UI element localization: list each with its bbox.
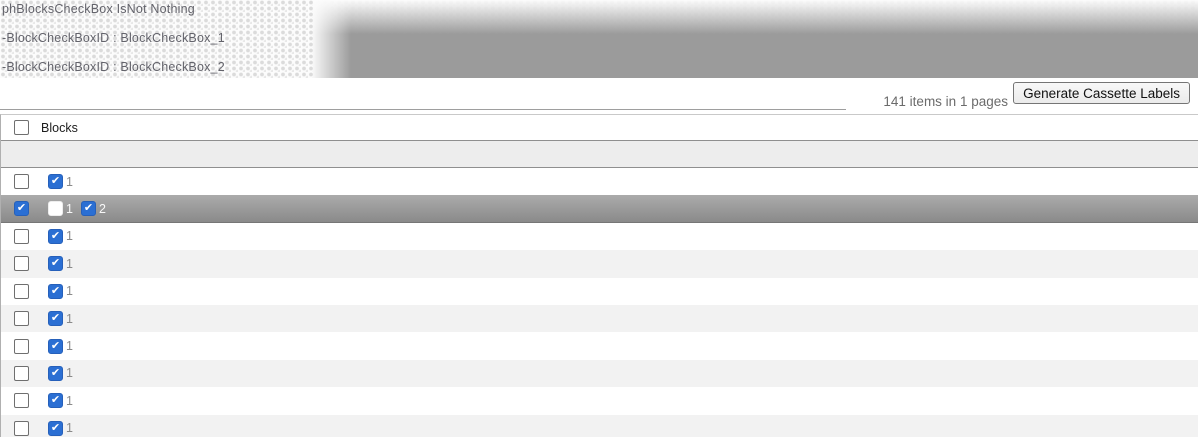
block-item: ✔1: [48, 393, 73, 409]
header-gray-band: [313, 0, 1198, 78]
block-label: 1: [66, 339, 73, 354]
block-checkbox[interactable]: ✔: [48, 201, 63, 217]
grid-row[interactable]: ✔✔1: [1, 250, 1198, 278]
block-label: 1: [66, 284, 73, 299]
block-checkbox[interactable]: ✔: [48, 311, 63, 327]
block-checkbox[interactable]: ✔: [48, 256, 63, 272]
grid-row[interactable]: ✔✔1: [1, 304, 1198, 333]
blocks-column-header: Blocks: [41, 120, 78, 135]
block-checkbox[interactable]: ✔: [48, 174, 63, 190]
block-item: ✔1: [48, 256, 73, 272]
blocks-cell: ✔ 1: [48, 420, 81, 436]
block-item: ✔ 2: [80, 201, 106, 217]
block-label: 1: [66, 174, 73, 189]
block-label: 1: [66, 311, 73, 326]
blocks-cell: ✔ 1: [48, 311, 81, 327]
generate-cassette-labels-button[interactable]: Generate Cassette Labels: [1013, 82, 1190, 104]
blocks-grid: ✔ Blocks ✔✔1✔✔1✔2✔✔1✔✔1✔✔1✔✔1✔✔1✔✔1✔✔1✔✔…: [0, 114, 1198, 437]
block-label: 1: [66, 256, 73, 271]
block-checkbox[interactable]: ✔: [80, 201, 96, 217]
row-select-checkbox[interactable]: ✔: [14, 283, 29, 299]
block-label: 1: [66, 393, 73, 408]
row-select-checkbox[interactable]: ✔: [14, 338, 29, 354]
grid-row[interactable]: ✔✔1✔2: [1, 195, 1198, 223]
block-label: 2: [98, 201, 106, 216]
grid-header-row: ✔ Blocks: [1, 115, 1198, 140]
block-item: ✔1: [48, 311, 73, 327]
row-select-checkbox[interactable]: ✔: [14, 174, 29, 190]
block-checkbox[interactable]: ✔: [48, 393, 63, 409]
block-label: 1: [66, 201, 73, 216]
block-item: ✔1: [48, 365, 73, 381]
block-item: ✔1: [48, 174, 73, 190]
debug-output-panel: phBlocksCheckBox IsNot Nothing -BlockChe…: [0, 0, 1198, 78]
row-select-checkbox[interactable]: ✔: [14, 201, 29, 217]
row-select-checkbox[interactable]: ✔: [14, 420, 29, 436]
blocks-cell: ✔1✔2: [48, 201, 114, 217]
blocks-cell: ✔ 1: [48, 283, 81, 299]
grid-row[interactable]: ✔✔1: [1, 222, 1198, 251]
row-select-checkbox[interactable]: ✔: [14, 311, 29, 327]
grid-rows: ✔✔1✔✔1✔2✔✔1✔✔1✔✔1✔✔1✔✔1✔✔1✔✔1✔✔1: [1, 168, 1198, 437]
block-checkbox[interactable]: ✔: [48, 365, 63, 381]
grid-filter-row[interactable]: [1, 140, 1198, 168]
grid-row[interactable]: ✔✔1: [1, 168, 1198, 196]
blocks-cell: ✔ 1: [48, 393, 81, 409]
blocks-cell: ✔ 1: [48, 256, 81, 272]
pager-items-count: 141 items in 1 pages: [883, 94, 1008, 109]
blocks-cell: ✔ 1: [48, 174, 81, 190]
block-label: 1: [66, 421, 73, 436]
grid-row[interactable]: ✔✔1: [1, 387, 1198, 415]
debug-line: -BlockCheckBoxID : BlockCheckBox_2: [2, 60, 225, 74]
grid-row[interactable]: ✔✔1: [1, 414, 1198, 437]
block-checkbox[interactable]: ✔: [48, 283, 63, 299]
row-select-checkbox[interactable]: ✔: [14, 365, 29, 381]
row-select-checkbox[interactable]: ✔: [14, 228, 29, 244]
block-item: ✔1: [48, 283, 73, 299]
row-select-checkbox[interactable]: ✔: [14, 393, 29, 409]
blocks-cell: ✔ 1: [48, 338, 81, 354]
row-select-checkbox[interactable]: ✔: [14, 256, 29, 272]
debug-line: -BlockCheckBoxID : BlockCheckBox_1: [2, 31, 225, 45]
blocks-cell: ✔ 1: [48, 365, 81, 381]
block-label: 1: [66, 229, 73, 244]
debug-line: phBlocksCheckBox IsNot Nothing: [2, 2, 195, 16]
block-checkbox[interactable]: ✔: [48, 338, 63, 354]
block-checkbox[interactable]: ✔: [48, 420, 63, 436]
grid-row[interactable]: ✔✔1: [1, 277, 1198, 305]
block-item: ✔1: [48, 420, 73, 436]
block-label: 1: [66, 366, 73, 381]
block-item: ✔1: [48, 201, 73, 217]
block-checkbox[interactable]: ✔: [48, 228, 63, 244]
grid-row[interactable]: ✔✔1: [1, 332, 1198, 360]
grid-row[interactable]: ✔✔1: [1, 359, 1198, 388]
block-item: ✔1: [48, 338, 73, 354]
select-all-checkbox[interactable]: ✔: [14, 120, 29, 135]
blocks-cell: ✔ 1: [48, 228, 81, 244]
pager-divider: [0, 109, 846, 110]
block-item: ✔1: [48, 228, 73, 244]
